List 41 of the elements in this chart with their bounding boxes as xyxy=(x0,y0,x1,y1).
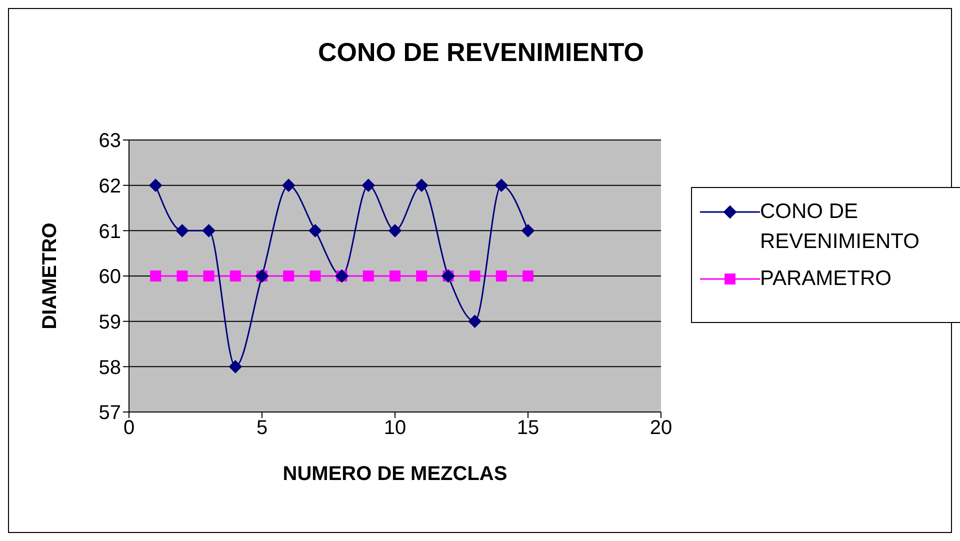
point xyxy=(150,270,162,282)
y-tick-label: 61 xyxy=(98,220,121,243)
point xyxy=(362,178,375,192)
y-tick-label: 59 xyxy=(98,311,121,334)
point xyxy=(388,224,402,238)
point xyxy=(176,224,189,238)
point xyxy=(228,360,242,374)
point xyxy=(522,270,534,282)
y-tick-label: 63 xyxy=(98,130,121,152)
legend-label: CONO DE REVENIMIENTO xyxy=(760,199,920,255)
point xyxy=(202,224,216,238)
point xyxy=(390,270,400,282)
point xyxy=(416,270,428,282)
x-tick-label: 5 xyxy=(256,417,268,440)
point xyxy=(468,314,482,328)
point xyxy=(203,270,214,282)
x-tick-label: 10 xyxy=(384,417,406,440)
point xyxy=(149,178,162,192)
point xyxy=(283,270,294,282)
point xyxy=(176,270,188,282)
point xyxy=(362,270,374,282)
x-tick-label: 20 xyxy=(650,417,672,440)
legend-label: PARAMETRO xyxy=(760,266,892,292)
y-tick-label: 57 xyxy=(98,402,121,424)
point xyxy=(308,224,322,238)
x-tick-label: 15 xyxy=(516,417,540,440)
x-axis-title: NUMERO DE MEZCLAS xyxy=(282,463,508,485)
point xyxy=(282,178,296,192)
y-tick-label: 60 xyxy=(98,266,121,288)
point xyxy=(522,224,534,238)
x-tick-label: 0 xyxy=(123,417,135,440)
point xyxy=(494,178,508,192)
point xyxy=(496,270,507,282)
point xyxy=(310,270,321,282)
y-axis-title: DIAMETRO xyxy=(39,222,62,330)
point xyxy=(469,270,480,282)
point xyxy=(415,178,428,192)
y-tick-label: 58 xyxy=(98,356,121,379)
chart-title: CONO DE REVENIMIENTO xyxy=(316,37,645,68)
y-tick-label: 62 xyxy=(98,175,121,198)
point xyxy=(230,270,241,282)
